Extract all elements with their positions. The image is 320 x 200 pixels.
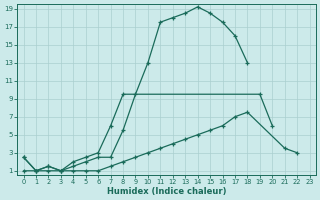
- X-axis label: Humidex (Indice chaleur): Humidex (Indice chaleur): [107, 187, 226, 196]
